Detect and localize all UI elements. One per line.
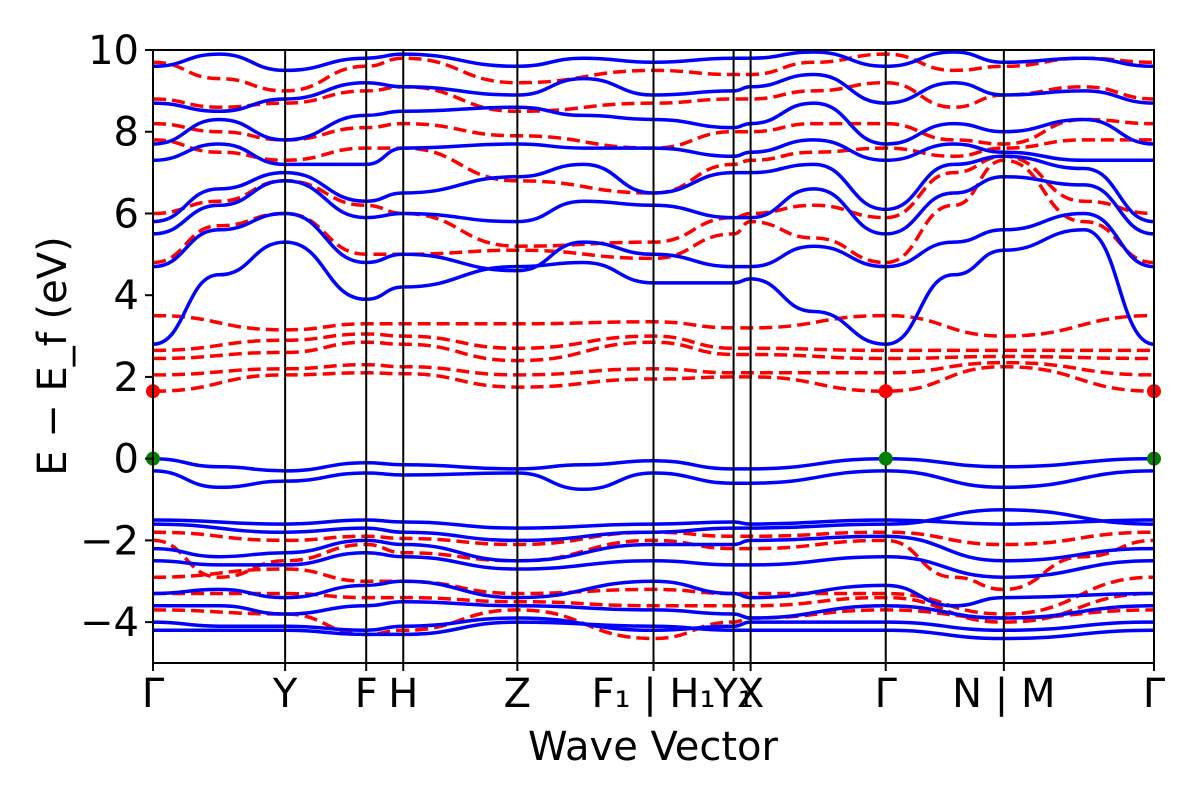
dashed-band-12 xyxy=(153,538,1154,592)
x-tick-label-9: N | M xyxy=(952,671,1055,717)
y-tick-label-4: 4 xyxy=(114,273,139,319)
band-edge-marker-1 xyxy=(878,384,893,399)
x-tick-label-6: Y₁ xyxy=(712,671,753,717)
y-tick-label-2: 0 xyxy=(114,437,139,483)
x-tick-label-2: F xyxy=(355,671,378,717)
x-tick-label-4: Z xyxy=(504,671,531,717)
dashed-band-9 xyxy=(153,80,1154,114)
y-tick-label-7: 10 xyxy=(88,28,139,74)
y-axis-label: E − E_f (eV) xyxy=(30,236,76,475)
band-edge-marker-4 xyxy=(878,451,893,466)
x-axis-label: Wave Vector xyxy=(528,724,779,770)
y-tick-label-3: 2 xyxy=(114,355,139,401)
x-tick-label-0: Γ xyxy=(142,671,165,717)
solid-band-6 xyxy=(153,138,1154,167)
y-tick-label-5: 6 xyxy=(114,191,139,237)
x-tick-label-3: H xyxy=(388,671,418,717)
solid-band-2 xyxy=(153,228,1154,346)
solid-band-5 xyxy=(153,154,1154,224)
y-tick-label-1: −2 xyxy=(80,518,139,564)
x-tick-label-1: Y xyxy=(272,671,298,717)
y-tick-label-0: −4 xyxy=(80,600,139,646)
solid-band-9 xyxy=(153,50,1154,73)
x-tick-label-7: X xyxy=(737,671,764,717)
band-lines xyxy=(153,50,1154,641)
dashed-band-4 xyxy=(153,313,1154,338)
band-edge-markers xyxy=(146,384,1161,466)
dashed-band-7 xyxy=(153,138,1154,195)
y-axis-ticks: −4 −2 0 2 4 6 8 10 xyxy=(80,28,153,646)
solid-band-8 xyxy=(153,72,1154,114)
y-tick-label-6: 8 xyxy=(114,110,139,156)
dashed-band-10 xyxy=(153,52,1154,93)
solid-band-3 xyxy=(153,211,1154,273)
dashed-band-8 xyxy=(153,117,1154,150)
solid-band-4 xyxy=(153,174,1154,236)
solid-band-0 xyxy=(153,456,1154,473)
solid-band-1 xyxy=(153,469,1154,492)
x-tick-label-8: Γ xyxy=(875,671,898,717)
x-tick-label-10: Γ xyxy=(1143,671,1166,717)
solid-band-7 xyxy=(153,101,1154,146)
kpoint-divider-lines xyxy=(284,50,1005,663)
x-tick-label-5: F₁ | H₁ xyxy=(591,671,715,717)
